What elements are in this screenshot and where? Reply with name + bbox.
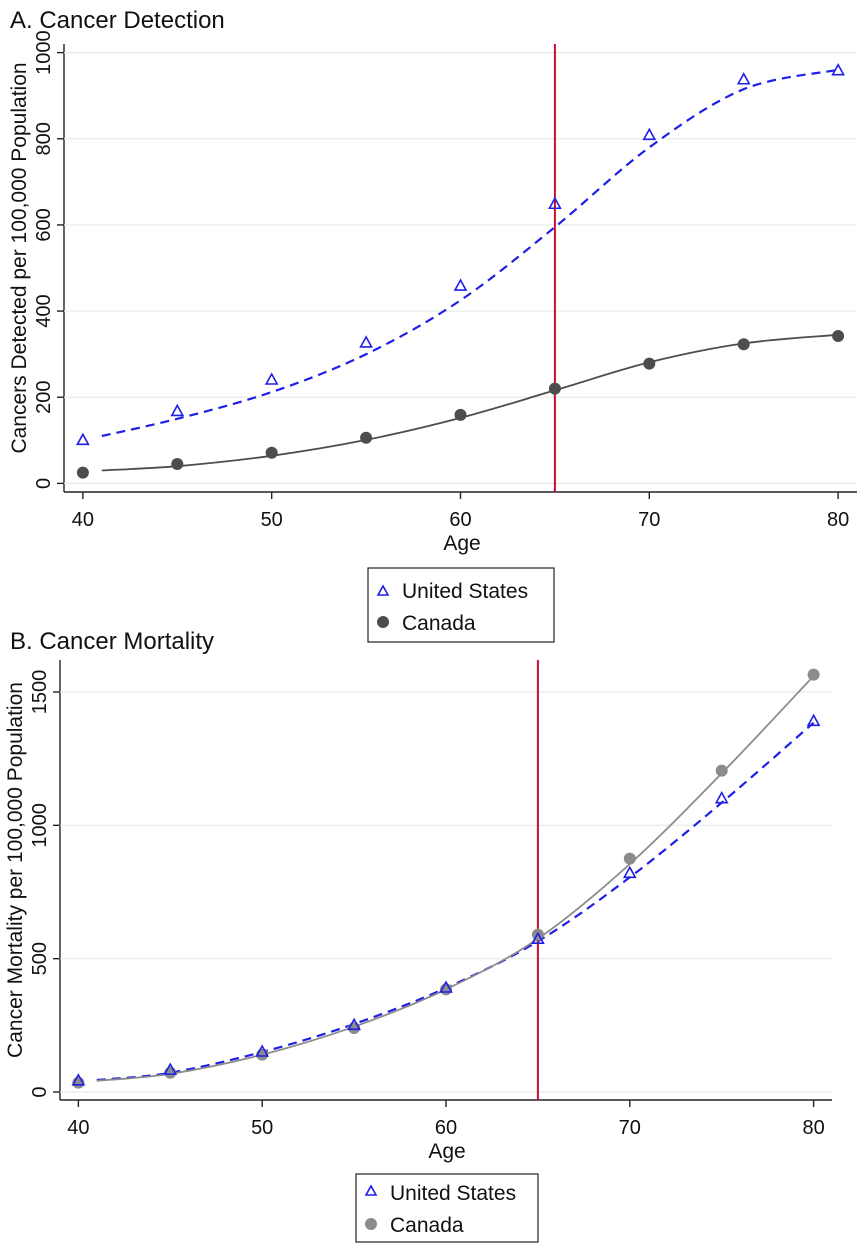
grid xyxy=(64,52,857,484)
marker-united-states xyxy=(163,1062,178,1075)
y-tick-label: 800 xyxy=(33,122,55,155)
marker-canada xyxy=(76,466,89,479)
y-axis: 0 200 400 600 800 1000 xyxy=(33,30,64,489)
legend-label-united-states: United States xyxy=(402,580,528,603)
y-tick-label: 1000 xyxy=(33,30,55,75)
y-tick-label: 400 xyxy=(33,294,55,327)
fit-line-canada xyxy=(101,333,839,472)
marker-canada xyxy=(807,668,820,681)
legend-box xyxy=(355,1173,539,1243)
legend-marker-united-states xyxy=(364,1184,378,1196)
marker-united-states xyxy=(439,980,453,993)
marker-united-states xyxy=(76,432,90,446)
fit-lines xyxy=(101,44,839,492)
y-tick-label: 0 xyxy=(33,478,55,489)
x-tick-label: 50 xyxy=(251,1117,273,1139)
fit-line-united-states xyxy=(101,68,839,438)
x-axis: 40 50 60 70 80 xyxy=(72,492,849,531)
chart-title: A. Cancer Detection xyxy=(10,7,225,34)
marker-united-states xyxy=(736,72,751,85)
y-tick-label: 600 xyxy=(33,208,55,241)
y-axis-label: Cancers Detected per 100,000 Population xyxy=(8,62,31,453)
x-tick-label: 70 xyxy=(638,509,660,531)
fit-lines xyxy=(96,660,815,1100)
marker-canada xyxy=(265,446,278,459)
legend-marker-united-states xyxy=(376,584,390,596)
fit-line-canada xyxy=(96,675,815,1082)
marker-canada xyxy=(548,382,561,395)
legend-marker-canada xyxy=(377,616,389,628)
fit-line-united-states xyxy=(96,721,815,1082)
x-tick-label: 80 xyxy=(827,509,849,531)
x-axis: 40 50 60 70 80 xyxy=(67,1100,825,1139)
marker-united-states xyxy=(453,278,468,291)
grid xyxy=(60,691,832,1093)
marker-united-states xyxy=(264,372,279,385)
marker-united-states xyxy=(71,1073,86,1086)
legend: United States Canada xyxy=(355,1173,539,1243)
marker-canada xyxy=(454,408,467,421)
legend-marker-canada xyxy=(365,1218,377,1230)
marker-canada xyxy=(360,431,373,444)
legend-label-canada: Canada xyxy=(402,612,476,635)
marker-united-states xyxy=(347,1017,361,1031)
marker-united-states xyxy=(806,713,821,727)
y-tick-label: 200 xyxy=(33,381,55,414)
chart-title: B. Cancer Mortality xyxy=(10,628,214,655)
x-tick-label: 40 xyxy=(67,1117,89,1139)
legend: United States Canada xyxy=(367,567,555,643)
y-tick-label: 1000 xyxy=(29,803,51,848)
x-tick-label: 80 xyxy=(802,1117,824,1139)
y-tick-label: 1500 xyxy=(29,670,51,715)
marker-canada xyxy=(737,338,750,351)
marker-united-states xyxy=(714,791,729,804)
marker-united-states xyxy=(359,335,373,348)
marker-united-states xyxy=(622,865,637,879)
legend-label-united-states: United States xyxy=(390,1182,516,1205)
y-axis-label: Cancer Mortality per 100,000 Population xyxy=(4,682,27,1058)
marker-united-states xyxy=(831,63,845,76)
marker-united-states xyxy=(170,403,185,417)
x-axis-label: Age xyxy=(443,532,480,555)
x-axis-label: Age xyxy=(428,1140,465,1163)
marker-canada xyxy=(171,458,184,470)
marker-united-states xyxy=(642,127,657,141)
marker-canada xyxy=(643,357,656,370)
marker-canada xyxy=(623,852,636,865)
marker-united-states xyxy=(255,1044,270,1057)
x-tick-label: 40 xyxy=(72,509,94,531)
marker-united-states xyxy=(531,931,545,945)
y-tick-label: 0 xyxy=(29,1086,51,1097)
data-markers xyxy=(71,668,821,1089)
y-axis: 0 500 1000 1500 xyxy=(29,670,60,1098)
marker-canada xyxy=(832,330,845,343)
panel-cancer-detection: A. Cancer Detection 0 200 400 600 800 1000 40… xyxy=(8,7,857,643)
data-markers xyxy=(76,63,845,479)
x-tick-label: 60 xyxy=(435,1117,457,1139)
marker-united-states xyxy=(548,196,562,210)
x-tick-label: 70 xyxy=(619,1117,641,1139)
x-tick-label: 60 xyxy=(449,509,471,531)
x-tick-label: 50 xyxy=(261,509,283,531)
legend-box xyxy=(367,567,555,643)
legend-label-canada: Canada xyxy=(390,1214,464,1237)
y-tick-label: 500 xyxy=(29,942,51,975)
panel-cancer-mortality: B. Cancer Mortality 0 500 1000 1500 40 50 60 7… xyxy=(4,628,832,1243)
marker-canada xyxy=(715,764,728,777)
